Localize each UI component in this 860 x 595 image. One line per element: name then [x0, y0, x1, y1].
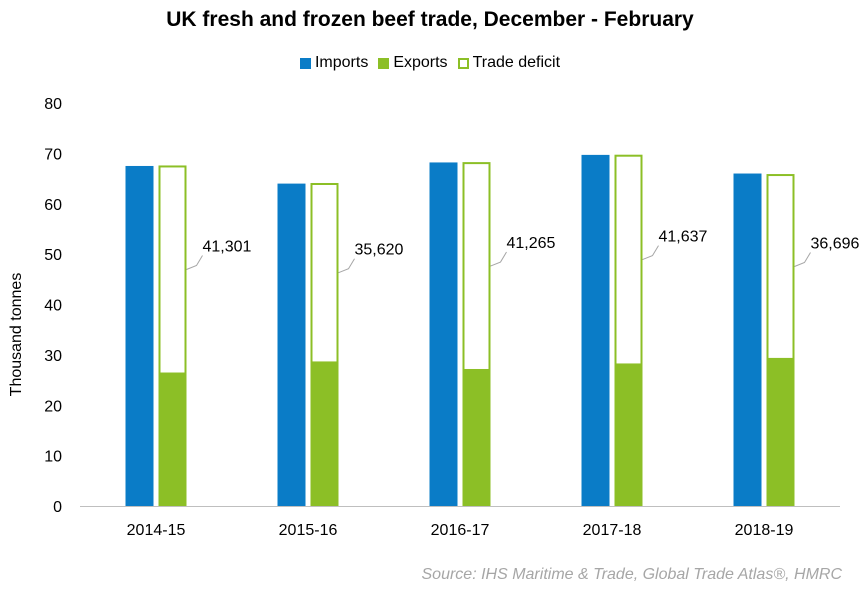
data-label-leader — [794, 252, 811, 267]
y-tick-label: 0 — [53, 499, 62, 516]
bar-exports — [462, 369, 491, 506]
bar-exports — [614, 364, 643, 506]
chart-title: UK fresh and frozen beef trade, December… — [166, 8, 694, 31]
data-label-trade-deficit: 36,696 — [811, 235, 860, 252]
bar-imports — [429, 162, 458, 506]
legend-swatch-trade-deficit — [457, 57, 469, 69]
data-label-trade-deficit: 35,620 — [355, 242, 404, 259]
y-tick-label: 20 — [44, 398, 62, 415]
bar-imports — [581, 154, 610, 507]
x-tick-label: 2015-16 — [279, 522, 338, 539]
data-label-trade-deficit: 41,637 — [659, 229, 708, 246]
legend: Imports Exports Trade deficit — [0, 54, 860, 72]
data-label-leader — [338, 258, 355, 274]
legend-label-exports: Exports — [393, 54, 448, 71]
bar-trade-deficit — [462, 162, 491, 371]
y-axis-title: Thousand tonnes — [8, 273, 25, 397]
legend-label-trade-deficit: Trade deficit — [472, 54, 561, 71]
y-tick-label: 70 — [44, 146, 62, 163]
bar-trade-deficit — [310, 182, 339, 364]
y-tick-label: 30 — [44, 348, 62, 365]
legend-swatch-imports — [299, 57, 311, 69]
data-label-leader — [642, 245, 659, 261]
data-label-leader — [186, 255, 203, 270]
bar-imports — [125, 165, 154, 506]
bar-trade-deficit — [158, 165, 187, 375]
bar-exports — [158, 373, 187, 506]
legend-label-imports: Imports — [314, 54, 369, 71]
data-label-leader — [490, 251, 507, 267]
x-tick-label: 2014-15 — [127, 522, 186, 539]
source-note: Source: IHS Maritime & Trade, Global Tra… — [421, 566, 843, 583]
y-tick-label: 50 — [44, 247, 62, 264]
legend-item-trade-deficit: Trade deficit — [457, 54, 561, 72]
data-label-trade-deficit: 41,301 — [203, 238, 252, 255]
bar-trade-deficit — [766, 174, 795, 360]
bar-trade-deficit — [614, 154, 643, 366]
legend-item-exports: Exports — [378, 54, 448, 72]
data-label-trade-deficit: 41,265 — [507, 235, 556, 252]
bar-imports — [277, 183, 306, 506]
x-tick-label: 2017-18 — [583, 522, 642, 539]
x-tick-label: 2018-19 — [735, 522, 794, 539]
x-tick-label: 2016-17 — [431, 522, 490, 539]
y-tick-label: 80 — [44, 96, 62, 113]
y-tick-label: 40 — [44, 298, 62, 315]
y-tick-label: 60 — [44, 197, 62, 214]
bar-imports — [733, 173, 762, 506]
legend-item-imports: Imports — [299, 54, 369, 72]
legend-swatch-exports — [378, 57, 390, 69]
bar-exports — [310, 362, 339, 506]
bar-exports — [766, 358, 795, 506]
y-tick-label: 10 — [44, 449, 62, 466]
